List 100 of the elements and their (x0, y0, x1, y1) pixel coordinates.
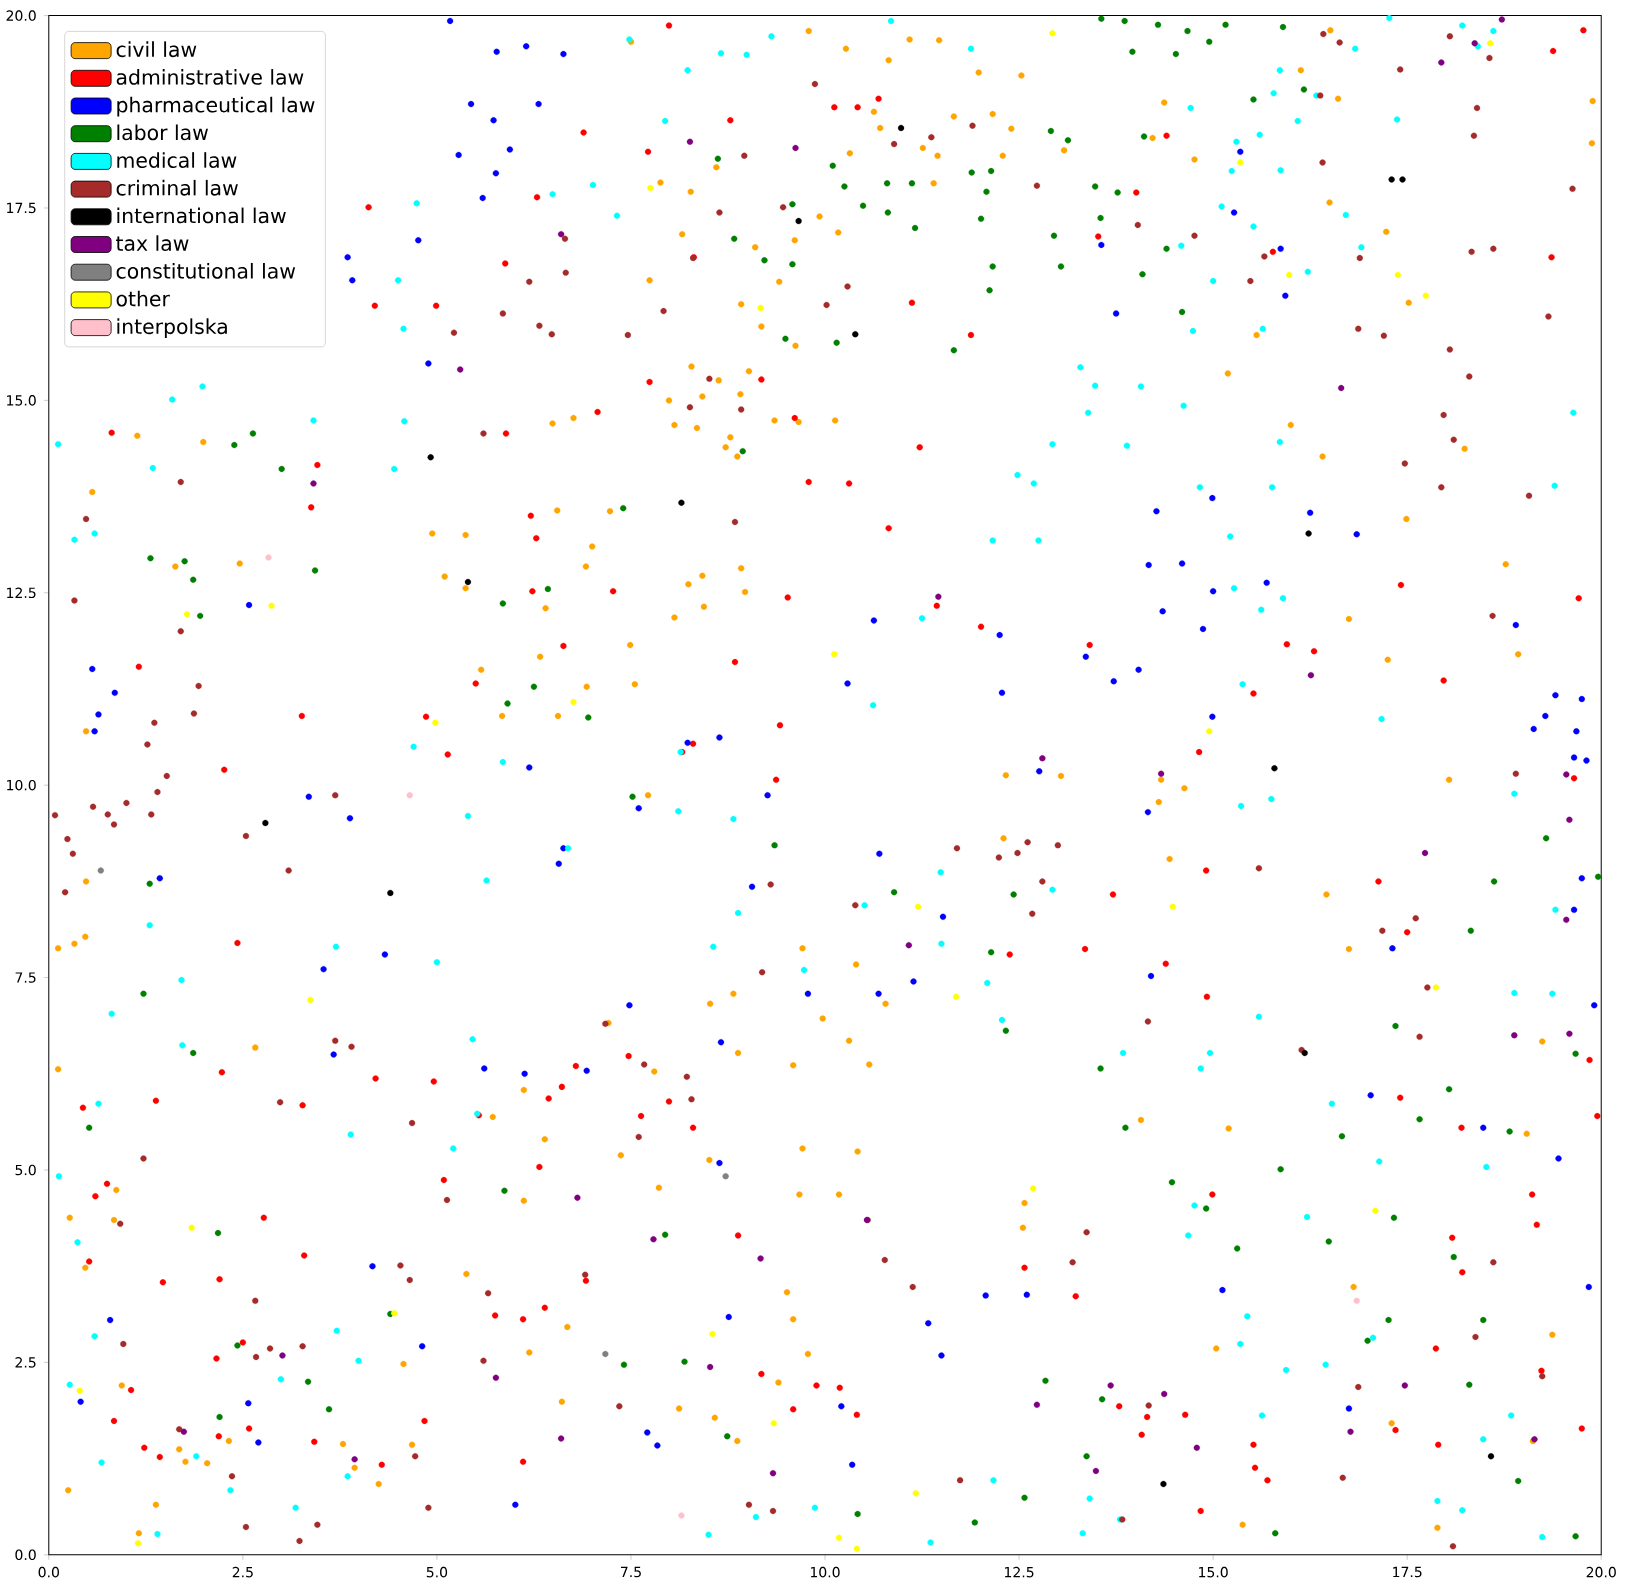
point (935, 593, 942, 600)
y-tick-label: 12.5 (7, 587, 36, 599)
point (279, 1352, 286, 1359)
point (432, 719, 439, 726)
point (852, 331, 859, 338)
x-tick-label: 20.0 (1586, 1566, 1616, 1578)
point (915, 903, 922, 910)
point (188, 1224, 195, 1231)
point (1401, 1382, 1408, 1389)
point (1372, 1207, 1379, 1214)
point (707, 1363, 714, 1371)
point (391, 1310, 398, 1317)
point (1169, 903, 1176, 910)
point (1107, 1382, 1114, 1389)
point (464, 578, 472, 586)
legend-label: medical law (117, 152, 237, 168)
point (492, 1374, 500, 1381)
point (265, 554, 272, 561)
point (853, 1545, 860, 1552)
point (557, 231, 565, 238)
legend-label: pharmaceutical law (117, 96, 315, 117)
point (1161, 1390, 1168, 1398)
y-tick-label: 0.0 (15, 1549, 36, 1561)
point (1566, 1030, 1573, 1037)
x-tick-label: 0.0 (38, 1566, 59, 1578)
point (1347, 1428, 1354, 1435)
point (1432, 984, 1440, 991)
point (770, 1420, 777, 1427)
point (1237, 159, 1244, 166)
legend-label: constitutional law (116, 262, 296, 279)
point (1193, 1444, 1200, 1451)
point (647, 184, 654, 192)
legend-label: interpolska (117, 318, 227, 339)
point (795, 217, 802, 225)
point (831, 651, 838, 658)
x-tick-label: 12.5 (1005, 1566, 1034, 1578)
legend-label: civil law (116, 41, 197, 58)
point (557, 1435, 565, 1442)
point (757, 304, 764, 312)
point (769, 1470, 777, 1477)
point (905, 942, 912, 949)
legend-label: tax law (116, 235, 189, 252)
point (574, 1194, 581, 1201)
y-tick-label: 15.0 (7, 395, 36, 406)
point (678, 1512, 685, 1519)
x-tick-label: 15.0 (1199, 1566, 1228, 1578)
point (1421, 849, 1429, 857)
point (1049, 30, 1056, 37)
point (709, 1330, 716, 1338)
point (650, 1236, 657, 1243)
legend-label: labor law (117, 124, 208, 141)
point (1286, 271, 1293, 279)
point (307, 996, 314, 1004)
point (678, 499, 685, 506)
x-tick-label: 10.0 (810, 1566, 840, 1578)
point (570, 698, 577, 706)
legend-label: international law (117, 207, 286, 224)
point (1487, 1453, 1495, 1460)
point (1498, 16, 1505, 23)
point (757, 1255, 764, 1262)
point (1399, 176, 1406, 183)
point (268, 602, 275, 609)
point (406, 792, 413, 799)
point (722, 1173, 729, 1180)
point (1307, 672, 1315, 679)
point (1566, 816, 1573, 823)
point (76, 1387, 83, 1394)
x-tick-label: 17.5 (1393, 1566, 1422, 1578)
point (1388, 176, 1395, 183)
point (1487, 40, 1494, 47)
y-tick-label: 10.0 (7, 779, 36, 791)
point (1157, 770, 1165, 777)
x-tick-label: 2.5 (232, 1566, 253, 1578)
point (1029, 1185, 1037, 1192)
point (835, 1534, 843, 1541)
point (134, 1540, 142, 1547)
point (792, 144, 799, 152)
point (1033, 1401, 1041, 1408)
point (1353, 1297, 1360, 1304)
y-tick-label: 7.5 (15, 972, 36, 983)
point (1092, 1467, 1100, 1475)
legend-label: other (116, 290, 170, 307)
y-tick-label: 20.0 (6, 10, 36, 21)
point (183, 611, 191, 618)
y-tick-label: 5.0 (15, 1164, 36, 1176)
point (1394, 271, 1401, 279)
point (427, 454, 434, 461)
point (912, 1490, 919, 1497)
point (953, 993, 960, 1000)
point (310, 480, 317, 487)
y-tick-label: 17.5 (7, 202, 36, 214)
point (1438, 59, 1445, 66)
point (1039, 755, 1046, 762)
point (1160, 1480, 1167, 1488)
point (897, 124, 905, 132)
point (1271, 765, 1278, 772)
point (1563, 916, 1570, 923)
point (686, 138, 694, 145)
point (387, 889, 394, 897)
point (602, 1350, 609, 1358)
